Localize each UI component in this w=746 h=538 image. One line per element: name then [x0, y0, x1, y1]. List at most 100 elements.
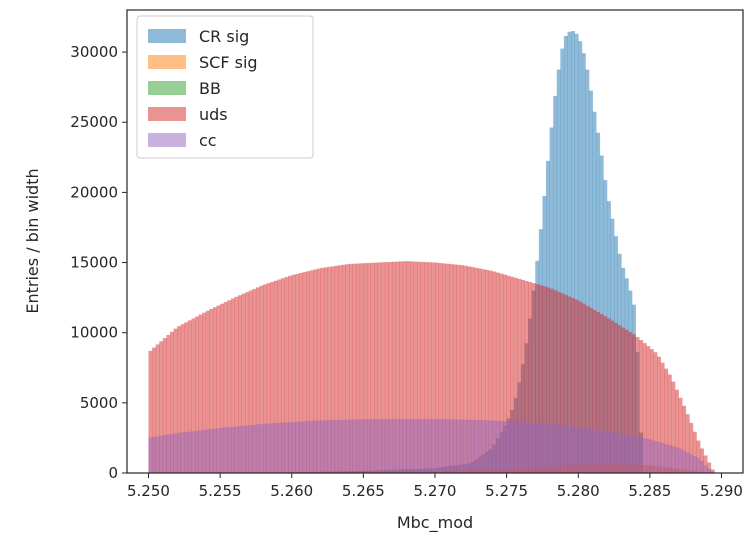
histogram-bar — [281, 278, 285, 473]
histogram-bar — [531, 283, 536, 473]
histogram-bar — [331, 266, 336, 473]
histogram-bar — [252, 288, 257, 473]
x-tick-label: 5.285 — [628, 482, 671, 500]
histogram-bar — [184, 431, 189, 473]
histogram-bar — [503, 421, 507, 473]
histogram-bar — [402, 261, 407, 473]
histogram-bar — [492, 420, 497, 473]
histogram-bar — [320, 267, 325, 473]
histogram-bar — [212, 428, 217, 473]
histogram-bar — [513, 277, 518, 473]
histogram-bar — [180, 432, 185, 473]
histogram-bar — [682, 405, 687, 473]
histogram-bar — [528, 422, 533, 473]
x-tick-label: 5.260 — [270, 482, 313, 500]
histogram-bar — [152, 347, 156, 473]
histogram-bar — [460, 419, 464, 473]
y-tick-label: 30000 — [70, 43, 118, 61]
x-tick-label: 5.250 — [127, 482, 170, 500]
histogram-bar — [574, 427, 579, 473]
histogram-bar — [295, 421, 300, 473]
histogram-bar — [162, 435, 167, 473]
histogram-bar — [664, 444, 669, 473]
histogram-bar — [696, 458, 701, 473]
histogram-bar — [567, 426, 572, 473]
histogram-bar — [406, 261, 411, 473]
legend: CR sig SCF sig BB uds cc — [136, 15, 314, 159]
histogram-bar — [603, 316, 608, 473]
histogram-bar — [338, 419, 343, 473]
histogram-bar — [159, 341, 164, 473]
histogram-bar — [556, 291, 561, 473]
histogram-bar — [255, 287, 260, 473]
histogram-bar — [571, 426, 576, 473]
histogram-bar — [431, 262, 436, 473]
histogram-bar — [563, 294, 568, 473]
histogram-bar — [674, 447, 679, 473]
histogram-bar — [581, 428, 586, 473]
histogram-bar — [230, 298, 235, 473]
histogram-bar — [700, 461, 704, 473]
histogram-bar — [166, 434, 171, 473]
x-axis-label: Mbc_mod — [397, 513, 473, 533]
histogram-bar — [184, 322, 189, 473]
histogram-bar — [223, 427, 228, 473]
histogram-bar — [596, 312, 601, 473]
histogram-bar — [230, 426, 235, 473]
histogram-bar — [499, 273, 504, 473]
series-uds — [148, 261, 715, 473]
legend-label: CR sig — [199, 27, 249, 46]
legend-item: uds — [148, 105, 228, 124]
histogram-bar — [399, 418, 404, 473]
histogram-bar — [624, 329, 629, 473]
histogram-bar — [621, 327, 626, 473]
histogram-bar — [212, 307, 217, 473]
histogram-bar — [463, 265, 468, 473]
histogram-bar — [187, 320, 192, 473]
histogram-bar — [485, 269, 490, 473]
histogram-bar — [288, 275, 293, 473]
histogram-bar — [341, 264, 346, 473]
histogram-bar — [646, 346, 651, 473]
histogram-bar — [467, 266, 472, 473]
histogram-bar — [606, 318, 611, 473]
histogram-bar — [248, 290, 253, 473]
histogram-bar — [320, 420, 325, 473]
histogram-bar — [377, 262, 382, 473]
histogram-bar — [581, 53, 586, 473]
legend-swatch — [148, 55, 186, 69]
histogram-bar — [556, 69, 561, 473]
legend-label: SCF sig — [199, 53, 258, 72]
histogram-bar — [173, 328, 178, 473]
histogram-bar — [581, 303, 586, 473]
histogram-bar — [406, 418, 411, 473]
histogram-bar — [155, 344, 160, 473]
histogram-bar — [313, 420, 318, 473]
histogram-bar — [488, 270, 493, 473]
y-tick-label: 10000 — [70, 324, 118, 342]
histogram-bar — [202, 429, 207, 473]
histogram-bar — [341, 419, 346, 473]
histogram-bar — [592, 111, 597, 473]
histogram-bar — [574, 299, 579, 473]
histogram-bar — [481, 420, 486, 473]
histogram-bar — [610, 431, 615, 473]
histogram-bar — [159, 435, 164, 473]
histogram-bar — [195, 316, 199, 473]
histogram-bar — [571, 31, 576, 474]
histogram-bar — [578, 301, 583, 473]
histogram-bar — [517, 278, 522, 473]
histogram-bar — [477, 420, 482, 473]
histogram-bar — [413, 261, 418, 473]
histogram-bar — [323, 267, 328, 473]
histogram-bar — [535, 284, 540, 473]
histogram-bar — [689, 423, 694, 473]
histogram-bar — [560, 293, 565, 473]
histogram-bar — [234, 426, 239, 473]
histogram-bar — [703, 465, 708, 473]
histogram-bar — [553, 290, 558, 473]
histogram-bar — [470, 267, 475, 473]
x-tick-label: 5.290 — [700, 482, 743, 500]
histogram-bar — [528, 282, 533, 473]
histogram-bar — [370, 262, 375, 473]
